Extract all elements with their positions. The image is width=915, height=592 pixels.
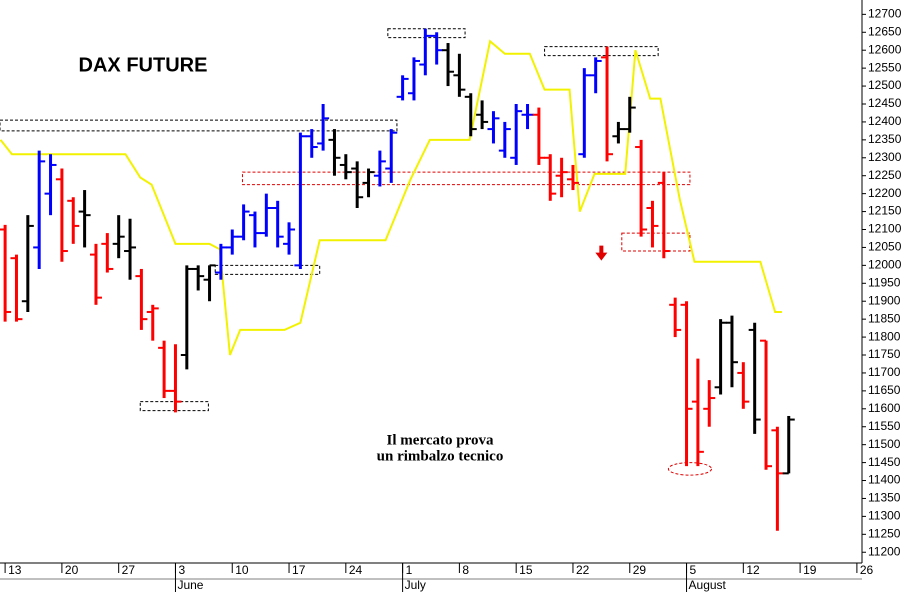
y-tick-label: 11550 — [868, 419, 901, 433]
y-tick-label: 11350 — [868, 491, 901, 505]
y-tick-label: 11250 — [868, 526, 901, 540]
zone-box — [544, 46, 659, 57]
x-tick-label: 22 — [576, 563, 590, 577]
y-tick-label: 12700 — [868, 7, 902, 21]
y-tick-label: 11700 — [868, 365, 901, 379]
x-tick-label: 17 — [292, 563, 306, 577]
chart-title: DAX FUTURE — [79, 54, 208, 76]
arrow — [595, 245, 608, 261]
zone-box — [387, 28, 466, 39]
y-tick-label: 12450 — [868, 96, 902, 110]
month-label: July — [405, 578, 426, 592]
x-tick-label: 12 — [746, 563, 760, 577]
annotation: Il mercato prova — [387, 432, 494, 448]
x-tick-label: 19 — [803, 563, 817, 577]
signal-line — [0, 39, 782, 356]
y-tick-label: 12350 — [868, 132, 902, 146]
y-tick-label: 11500 — [868, 437, 901, 451]
y-tick-label: 11600 — [868, 401, 901, 415]
x-tick-label: 29 — [633, 563, 647, 577]
zone-box — [214, 264, 321, 275]
x-tick-label: 3 — [178, 563, 185, 577]
x-tick-label: 8 — [462, 563, 469, 577]
y-tick-label: 12250 — [868, 168, 902, 182]
y-tick-label: 11200 — [868, 544, 901, 558]
zone-ellipse — [667, 462, 713, 476]
y-tick-label: 11300 — [868, 509, 901, 523]
y-tick-label: 12150 — [868, 204, 902, 218]
month-label: June — [177, 578, 203, 592]
x-tick-label: 10 — [235, 563, 249, 577]
y-tick-label: 12600 — [868, 42, 902, 56]
x-tick-label: 1 — [406, 563, 413, 577]
y-tick-label: 12000 — [868, 258, 902, 272]
month-label: August — [689, 578, 727, 592]
y-tick-label: 11400 — [868, 473, 901, 487]
y-tick-label: 12500 — [868, 78, 902, 92]
y-tick-label: 11650 — [868, 383, 901, 397]
annotation: un rimbalzo tecnico — [377, 448, 504, 464]
x-tick-label: 20 — [65, 563, 79, 577]
x-tick-label: 13 — [8, 563, 22, 577]
y-tick-label: 12400 — [868, 114, 902, 128]
y-tick-label: 11900 — [868, 293, 901, 307]
y-tick-label: 12050 — [868, 240, 902, 254]
y-tick-label: 11950 — [868, 275, 901, 289]
y-tick-label: 11800 — [868, 329, 901, 343]
y-tick-label: 11450 — [868, 455, 901, 469]
x-tick-label: 24 — [349, 563, 363, 577]
y-tick-label: 11850 — [868, 311, 901, 325]
x-tick-label: 5 — [690, 563, 697, 577]
x-tick-label: 15 — [519, 563, 533, 577]
y-tick-label: 12200 — [868, 186, 902, 200]
y-tick-label: 12550 — [868, 60, 902, 74]
y-tick-label: 12100 — [868, 222, 902, 236]
y-tick-label: 12300 — [868, 150, 902, 164]
x-tick-label: 26 — [860, 563, 874, 577]
zone-box — [0, 119, 398, 132]
y-tick-label: 12650 — [868, 24, 902, 38]
x-tick-label: 27 — [122, 563, 136, 577]
y-tick-label: 11750 — [868, 347, 901, 361]
